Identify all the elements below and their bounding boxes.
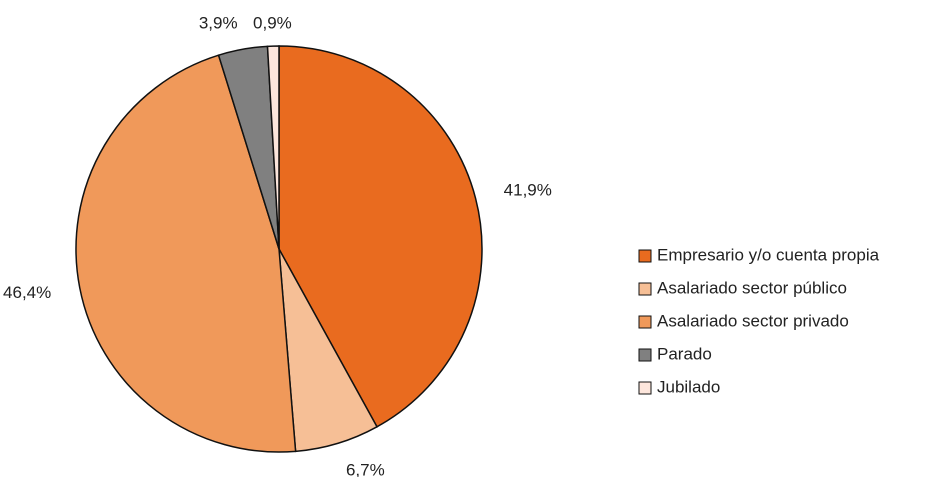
legend-label: Parado — [657, 344, 712, 363]
pie-slice — [266, 45, 280, 250]
pie-slice — [278, 45, 483, 428]
legend-swatch — [638, 381, 652, 395]
data-label: 0,9% — [253, 13, 292, 32]
legend-label: Asalariado sector público — [657, 278, 847, 297]
legend-swatch — [638, 348, 652, 362]
legend-label: Jubilado — [657, 377, 720, 396]
data-label: 6,7% — [346, 461, 385, 477]
legend-label: Empresario y/o cuenta propia — [657, 245, 880, 264]
data-label: 3,9% — [199, 13, 238, 32]
legend-swatch — [638, 315, 652, 329]
data-label: 46,4% — [3, 283, 51, 302]
legend-swatch — [638, 249, 652, 263]
legend-swatch — [638, 282, 652, 296]
legend-label: Asalariado sector privado — [657, 311, 849, 330]
data-label: 41,9% — [504, 181, 552, 200]
pie-slice — [75, 54, 297, 453]
